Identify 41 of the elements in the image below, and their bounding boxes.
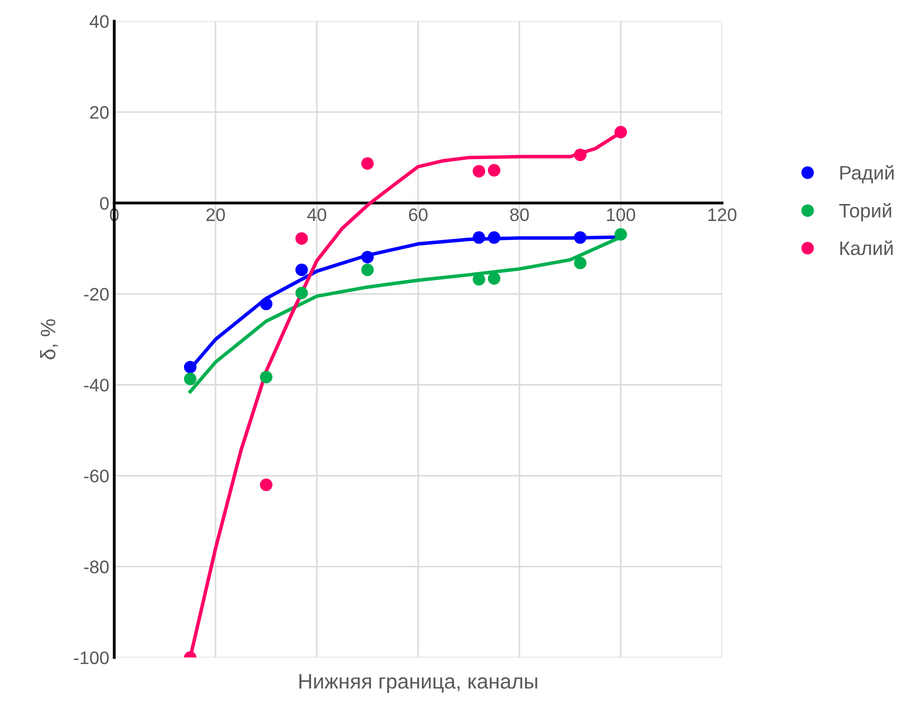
point <box>574 256 586 270</box>
legend-label: Торий <box>839 202 892 222</box>
point <box>472 164 486 178</box>
x-tick-label: 80 <box>510 208 529 222</box>
point <box>574 148 586 162</box>
point <box>184 372 196 386</box>
x-tick-label: 120 <box>708 208 736 222</box>
x-tick-label: 20 <box>206 208 225 222</box>
y-tick-label: 20 <box>90 106 109 119</box>
point <box>614 126 628 138</box>
point <box>295 286 308 300</box>
legend-label: Радий <box>840 165 894 184</box>
point <box>260 370 272 384</box>
point <box>260 298 272 310</box>
point <box>574 231 586 244</box>
y-tick-label: -100 <box>74 651 109 664</box>
point <box>472 273 486 286</box>
y-tick-label: -20 <box>84 288 109 301</box>
point <box>295 264 308 276</box>
x-axis-title: Нижняя граница, каналы <box>299 674 538 693</box>
point <box>361 264 374 276</box>
point <box>488 231 500 244</box>
x-tick-label: 40 <box>307 208 326 222</box>
point <box>361 250 374 264</box>
point <box>260 478 272 492</box>
point <box>472 231 486 244</box>
legend-label: Калий <box>840 240 893 256</box>
point <box>184 360 196 374</box>
point <box>361 157 374 170</box>
y-tick-label: -60 <box>84 470 109 482</box>
y-tick-label: 0 <box>100 196 109 210</box>
x-tick-label: 60 <box>409 208 428 222</box>
y-tick-label: 40 <box>90 15 109 28</box>
point <box>614 228 628 241</box>
point <box>295 232 308 245</box>
y-tick-label: -40 <box>84 378 109 392</box>
point <box>488 164 500 177</box>
y-tick-label: -80 <box>84 560 109 574</box>
x-tick-label: 100 <box>607 208 636 222</box>
point <box>488 272 500 285</box>
y-axis-title: δ, % <box>40 319 58 360</box>
